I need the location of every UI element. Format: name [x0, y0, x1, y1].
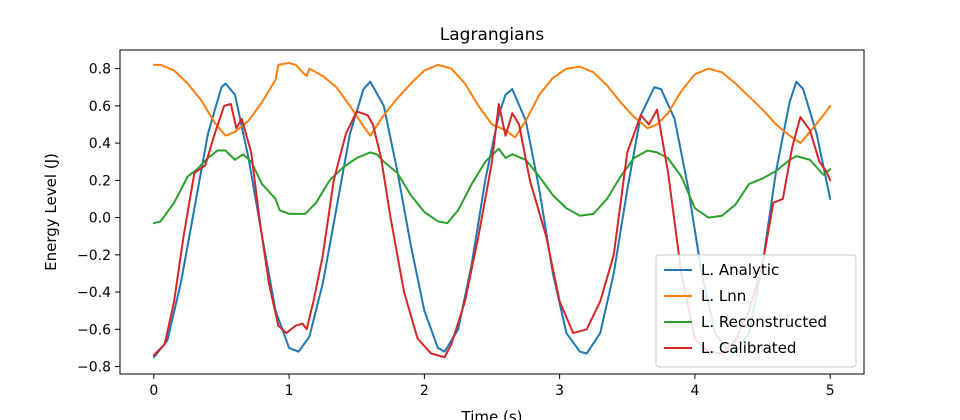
- legend: L. Analytic L. Lnn L. Reconstructed L. Cali…: [655, 254, 857, 368]
- chart-title: Lagrangians: [440, 25, 545, 45]
- legend-box: [655, 254, 857, 368]
- x-tick-label: 0: [149, 383, 158, 399]
- legend-label-4: L. Calibrated: [701, 339, 796, 357]
- x-axis: 0 1 2 3 4 5: [149, 374, 835, 399]
- y-tick-label: 0.2: [89, 173, 111, 189]
- x-tick-label: 1: [285, 383, 294, 399]
- y-tick-label: 0.8: [89, 62, 111, 78]
- y-tick-label: 0.4: [89, 136, 111, 152]
- y-tick-label: −0.4: [77, 285, 111, 301]
- legend-label-3: L. Reconstructed: [701, 313, 827, 331]
- y-tick-label: 0.6: [89, 99, 111, 115]
- axes-frame: [119, 49, 865, 375]
- y-axis: −0.8 −0.6 −0.4 −0.2 0.0 0.2 0.4 0.6 0.8: [77, 62, 120, 376]
- legend-label-1: L. Analytic: [701, 261, 779, 279]
- x-tick-label: 2: [420, 383, 429, 399]
- y-tick-label: 0.0: [89, 211, 111, 227]
- x-tick-label: 4: [690, 383, 699, 399]
- y-tick-label: −0.6: [77, 322, 111, 338]
- series-line-3: [152, 147, 832, 225]
- series-line-2: [152, 62, 832, 145]
- x-tick-label: 3: [555, 383, 564, 399]
- y-tick-label: −0.8: [77, 360, 111, 376]
- x-tick-label: 5: [826, 383, 835, 399]
- legend-label-2: L. Lnn: [701, 287, 746, 305]
- y-axis-label: Energy Level (J): [42, 153, 60, 271]
- x-axis-label: Time (s): [461, 408, 523, 420]
- y-tick-label: −0.2: [77, 248, 111, 264]
